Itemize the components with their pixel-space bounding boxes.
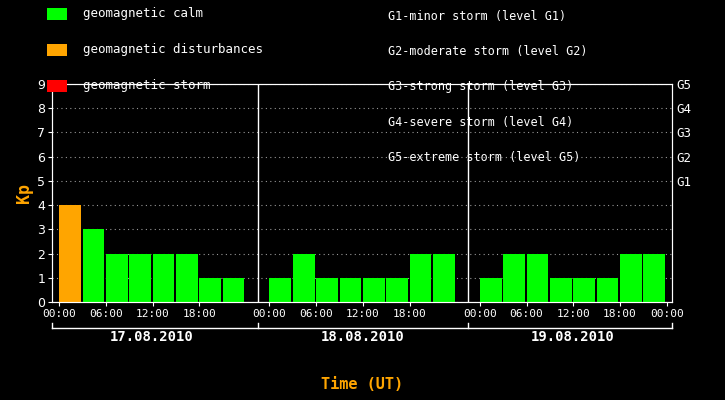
Bar [129,254,151,302]
Text: G4-severe storm (level G4): G4-severe storm (level G4) [388,116,573,129]
Bar [503,254,525,302]
Bar [106,254,128,302]
Bar [293,254,315,302]
Text: Time (UT): Time (UT) [321,377,404,392]
Bar [153,254,175,302]
Bar [223,278,244,302]
Bar [597,278,618,302]
Bar [59,205,81,302]
Bar [573,278,595,302]
Text: G1-minor storm (level G1): G1-minor storm (level G1) [388,10,566,23]
Text: geomagnetic disturbances: geomagnetic disturbances [83,44,263,56]
Text: G5-extreme storm (level G5): G5-extreme storm (level G5) [388,151,580,164]
Bar [433,254,455,302]
Bar [480,278,502,302]
Bar [643,254,665,302]
Bar [410,254,431,302]
Bar [526,254,548,302]
Y-axis label: Kp: Kp [15,183,33,203]
Bar [270,278,291,302]
Bar [620,254,642,302]
Bar [339,278,361,302]
Text: 18.08.2010: 18.08.2010 [320,330,404,344]
Bar [83,229,104,302]
Bar [363,278,385,302]
Bar [199,278,221,302]
Bar [550,278,571,302]
Text: geomagnetic storm: geomagnetic storm [83,80,211,92]
Bar [316,278,338,302]
Bar [386,278,408,302]
Bar [176,254,198,302]
Text: 17.08.2010: 17.08.2010 [110,330,194,344]
Text: geomagnetic calm: geomagnetic calm [83,8,204,20]
Text: 19.08.2010: 19.08.2010 [531,330,614,344]
Text: G3-strong storm (level G3): G3-strong storm (level G3) [388,80,573,94]
Text: G2-moderate storm (level G2): G2-moderate storm (level G2) [388,45,587,58]
